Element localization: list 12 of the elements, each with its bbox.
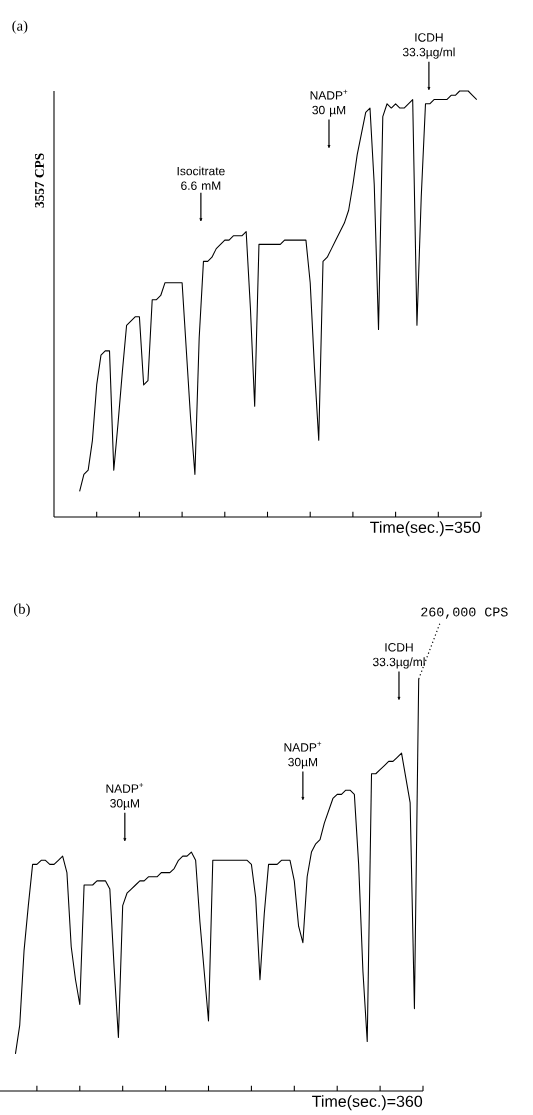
text: ICDH 33.3µg/ml xyxy=(372,643,425,669)
x-axis-title: Time(sec.)=350 xyxy=(370,521,481,537)
annotation: Isocitrate 6.6 mM xyxy=(177,166,225,190)
text: ICDH 33.3µg/ml xyxy=(402,33,455,59)
text: NADP$^{+}$ 30 µM xyxy=(310,89,348,117)
chart-title: (b) xyxy=(13,603,30,617)
text: NADP$^{+}$ 30µM xyxy=(106,783,144,810)
chart-title: (a) xyxy=(12,20,28,34)
text: NADP$^{+}$ 30µM xyxy=(284,741,322,769)
text: 260,000 CPS xyxy=(421,607,508,619)
y-axis-title: 3557 CPS xyxy=(35,153,44,208)
x-axis-title: Time(sec.)=360 xyxy=(312,1095,423,1111)
